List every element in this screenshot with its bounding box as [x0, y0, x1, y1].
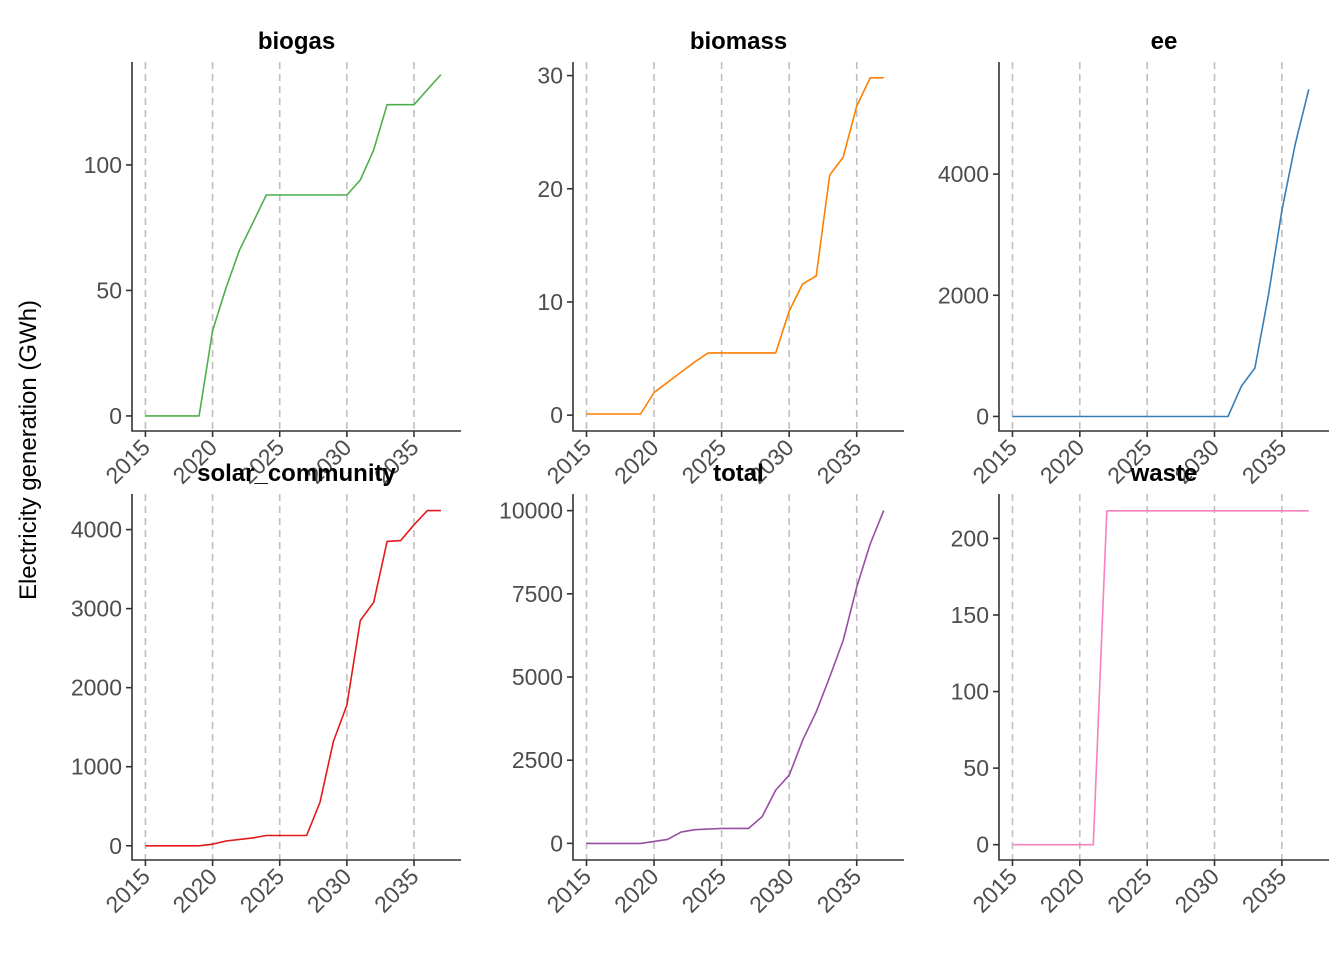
x-tick-label: 2035	[369, 863, 424, 918]
series-line-solar-community	[145, 509, 441, 847]
series-line-total	[586, 510, 885, 845]
axis-lines	[998, 494, 1329, 861]
y-tick-label: 10	[537, 289, 563, 315]
y-tick-label: 0	[109, 403, 122, 429]
x-tick-label: 2030	[1169, 863, 1224, 918]
y-tick-label: 3000	[71, 596, 122, 622]
axis-lines	[998, 62, 1329, 432]
y-tick-label: 0	[550, 830, 563, 856]
axis-lines	[572, 494, 904, 861]
panel-solar-community: solar_community 0 1000 2000 3000 4000 2015 2020…	[71, 460, 461, 918]
x-tick-label: 2020	[1035, 863, 1090, 918]
x-tick-label: 2015	[100, 863, 155, 918]
x-tick-label: 2025	[235, 863, 290, 918]
y-tick-label: 2500	[512, 747, 563, 773]
y-tick-label: 1000	[71, 754, 122, 780]
y-tick-label: 10000	[499, 498, 563, 524]
x-tick-label: 2020	[609, 434, 664, 489]
y-tick-label: 0	[109, 833, 122, 859]
axis-lines	[131, 494, 461, 861]
panel-waste: waste 0 50 100 150 200 2015 2020 2025 2030 2035	[951, 460, 1329, 918]
x-tick-label: 2030	[744, 863, 799, 918]
axis-lines	[131, 62, 461, 432]
y-tick-label: 100	[951, 679, 989, 705]
y-tick-label: 2000	[71, 675, 122, 701]
y-tick-label: 7500	[512, 581, 563, 607]
y-tick-label: 20	[537, 176, 563, 202]
y-tick-label: 4000	[938, 161, 989, 187]
x-tick-label: 2015	[541, 434, 596, 489]
x-tick-label: 2035	[812, 863, 867, 918]
y-tick-label: 150	[951, 602, 989, 628]
series-line-ee	[1012, 89, 1310, 418]
x-tick-label: 2015	[967, 863, 1022, 918]
x-tick-label: 2020	[1035, 434, 1090, 489]
y-tick-label: 200	[951, 525, 989, 551]
facet-title-biogas: biogas	[258, 28, 335, 55]
x-tick-label: 2035	[1237, 434, 1292, 489]
x-tick-label: 2035	[812, 434, 867, 489]
facet-title-ee: ee	[1151, 28, 1178, 55]
y-tick-label: 30	[537, 63, 563, 89]
facet-title-solar-community: solar_community	[197, 460, 396, 487]
y-tick-label: 100	[84, 152, 122, 178]
y-axis-title: Electricity generation (GWh)	[15, 300, 42, 600]
y-tick-label: 5000	[512, 664, 563, 690]
x-tick-label: 2015	[967, 434, 1022, 489]
x-tick-label: 2020	[609, 863, 664, 918]
y-tick-label: 0	[976, 403, 989, 429]
facet-title-total: total	[713, 460, 764, 487]
panel-total: total 0 2500 5000 7500 10000 2015 2020 2025 2030 2…	[499, 460, 904, 918]
series-line-biogas	[145, 74, 442, 417]
x-tick-label: 2020	[168, 863, 223, 918]
facet-title-biomass: biomass	[690, 28, 787, 55]
x-tick-label: 2025	[1102, 863, 1157, 918]
axis-lines	[572, 62, 904, 432]
y-tick-label: 50	[963, 755, 989, 781]
x-tick-label: 2030	[302, 863, 357, 918]
y-tick-label: 50	[96, 277, 122, 303]
y-tick-label: 4000	[71, 517, 122, 543]
x-tick-label: 2025	[677, 863, 732, 918]
facet-title-waste: waste	[1130, 460, 1198, 487]
y-tick-label: 0	[976, 832, 989, 858]
x-tick-label: 2015	[541, 863, 596, 918]
x-tick-label: 2015	[100, 434, 155, 489]
series-line-biomass	[586, 77, 884, 415]
y-tick-label: 0	[550, 402, 563, 428]
series-line-waste	[1012, 509, 1309, 846]
y-tick-label: 2000	[938, 282, 989, 308]
x-tick-label: 2035	[1237, 863, 1292, 918]
